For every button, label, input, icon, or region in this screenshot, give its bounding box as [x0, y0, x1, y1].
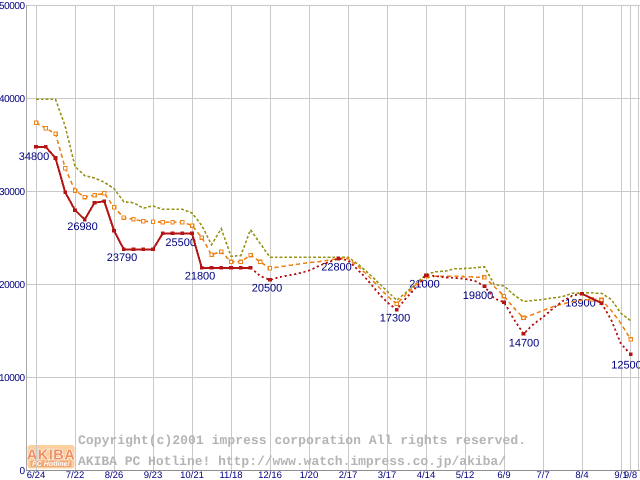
svg-text:21000: 21000	[409, 279, 440, 291]
svg-text:21800: 21800	[185, 271, 216, 283]
svg-text:34800: 34800	[19, 151, 50, 163]
svg-text:PC Hotline!: PC Hotline!	[32, 460, 70, 468]
svg-text:9/1: 9/1	[614, 470, 627, 480]
svg-text:7/7: 7/7	[536, 470, 549, 480]
svg-text:Copyright(c)2001 impress corpo: Copyright(c)2001 impress corporation All…	[78, 433, 526, 448]
svg-text:50000: 50000	[0, 1, 25, 12]
svg-text:1/20: 1/20	[300, 470, 319, 480]
svg-text:26980: 26980	[67, 221, 98, 233]
svg-text:18900: 18900	[565, 298, 596, 310]
svg-text:9/8: 9/8	[624, 470, 637, 480]
svg-text:4/14: 4/14	[417, 470, 436, 480]
svg-text:20000: 20000	[0, 280, 25, 291]
svg-text:0: 0	[19, 466, 25, 477]
svg-text:19800: 19800	[463, 290, 494, 302]
svg-text:2/17: 2/17	[339, 470, 358, 480]
svg-text:25500: 25500	[165, 237, 196, 249]
svg-text:7/22: 7/22	[66, 470, 85, 480]
svg-text:22800: 22800	[321, 262, 352, 274]
svg-text:12/16: 12/16	[258, 470, 282, 480]
svg-text:40000: 40000	[0, 94, 25, 105]
svg-text:10000: 10000	[0, 373, 25, 384]
svg-text:12500: 12500	[611, 359, 640, 371]
svg-text:3/17: 3/17	[378, 470, 397, 480]
svg-text:30000: 30000	[0, 187, 25, 198]
svg-text:8/26: 8/26	[105, 470, 124, 480]
svg-text:17300: 17300	[380, 313, 411, 325]
svg-text:10/21: 10/21	[180, 470, 204, 480]
svg-text:6/9: 6/9	[497, 470, 510, 480]
svg-text:14700: 14700	[509, 338, 540, 350]
svg-text:5/12: 5/12	[456, 470, 475, 480]
svg-text:20500: 20500	[252, 283, 283, 295]
svg-text:6/24: 6/24	[27, 470, 46, 480]
svg-text:AKIBA: AKIBA	[27, 448, 75, 464]
svg-text:11/18: 11/18	[219, 470, 242, 480]
svg-text:AKIBA PC Hotline! http://www.: AKIBA PC Hotline! http://www.watch.impre…	[78, 454, 506, 469]
svg-text:23790: 23790	[107, 252, 138, 264]
svg-text:9/23: 9/23	[144, 470, 163, 480]
svg-text:8/4: 8/4	[575, 470, 588, 480]
